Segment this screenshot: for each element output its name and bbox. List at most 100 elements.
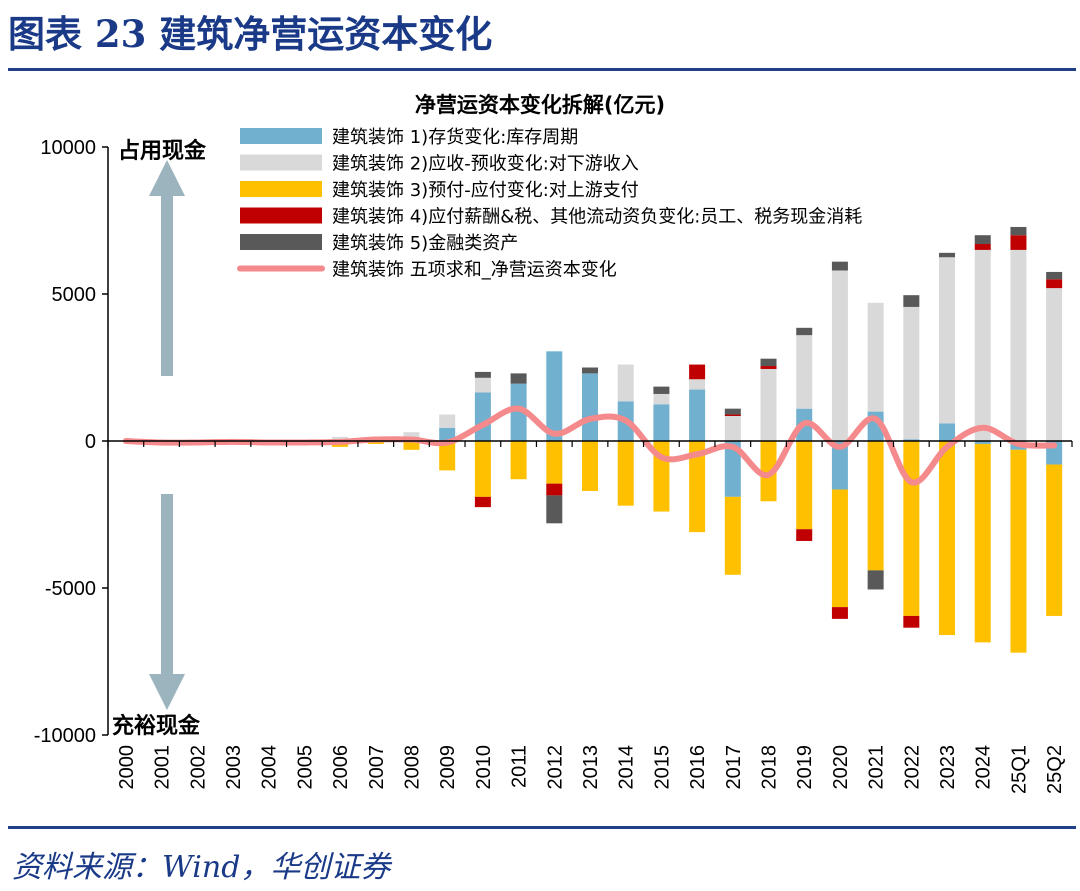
bar-receivable [1046,288,1063,441]
bar-inventory [653,404,670,441]
x-tick-label: 2001 [152,745,174,790]
x-tick-label: 2012 [544,745,566,790]
bar-prepay [546,441,563,484]
bar-salary [1046,279,1063,289]
legend-swatch-inventory [240,128,322,144]
x-tick-label: 2023 [937,745,959,790]
bar-prepay [689,441,706,533]
bar-salary [903,615,920,628]
bar-series [260,226,1063,653]
bar-inventory [474,392,491,441]
x-tick-label: 25Q1 [1008,745,1030,794]
bar-financial [831,261,848,271]
bar-salary [974,244,991,250]
x-tick-label: 2018 [759,745,781,790]
bar-financial [510,373,527,384]
bar-financial [867,570,884,590]
bar-prepay [617,441,634,506]
legend-swatch-financial [240,234,322,250]
bar-salary [724,414,741,417]
x-tick-label: 2000 [116,745,138,790]
bar-receivable [974,249,991,441]
bar-financial [582,367,598,374]
bar-inventory [582,373,598,441]
bar-salary [689,364,706,380]
bar-receivable [474,377,491,393]
bar-receivable [689,379,706,390]
y-tick-label: -10000 [34,725,96,747]
y-tick-label: 10000 [40,137,96,159]
bar-financial [760,358,777,367]
bar-receivable [1010,249,1027,441]
x-tick-label: 2010 [473,745,495,790]
bar-inventory [974,441,991,444]
bar-receivable [653,393,670,405]
bar-receivable [403,432,420,439]
legend-label: 建筑装饰 3)预付-应付变化:对上游支付 [332,180,639,201]
figure-title: 图表 23 建筑净营运资本变化 [8,12,493,56]
bar-receivable [617,364,634,402]
bar-financial [1046,271,1063,280]
bar-financial [974,235,991,245]
bar-receivable [939,257,956,424]
sum-line [122,405,1058,486]
title-divider [8,68,1076,71]
bar-prepay [403,441,420,450]
line-series [122,405,1058,486]
bar-receivable [760,368,777,441]
bar-salary [760,366,777,369]
bar-salary [474,496,491,508]
x-tick-label: 2002 [187,745,209,790]
bar-receivable [867,302,884,412]
footer-divider [8,826,1076,829]
bar-inventory [939,423,956,441]
legend-label: 建筑装饰 2)应收-预收变化:对下游收入 [332,154,639,175]
bar-receivable [439,414,456,428]
bar-inventory [689,389,706,441]
bar-prepay [474,441,491,497]
bar-prepay [796,441,813,530]
bar-receivable [831,270,848,441]
bar-prepay [724,496,741,575]
x-tick-label: 2015 [651,745,673,790]
legend-swatch-salary [240,207,322,224]
bar-inventory [546,351,563,441]
bar-financial [474,371,491,378]
legend-label: 建筑装饰 1)存货变化:库存周期 [332,127,578,148]
bar-salary [796,529,813,541]
bar-prepay [867,441,884,571]
bar-inventory [724,441,741,497]
bar-prepay [1010,449,1027,653]
x-tick-label: 2021 [866,745,888,790]
x-tick-label: 2016 [687,745,709,790]
bar-financial [939,252,956,258]
x-tick-label: 2014 [616,745,638,790]
x-tick-label: 2008 [401,745,423,790]
legend-label: 建筑装饰 五项求和_净营运资本变化 [332,260,617,281]
x-axis: 2000 2001 2002 2003 2004 2005 2006 2007 2008 2009… [107,440,1073,794]
annotation-bottom: 充裕现金 [112,713,201,739]
bar-prepay [760,441,777,502]
x-tick-label: 25Q2 [1044,745,1066,794]
x-tick-label: 2004 [259,745,281,790]
bar-financial [546,495,563,524]
bar-financial [903,295,920,307]
bar-prepay [582,441,598,491]
bar-financial [796,327,813,336]
bar-prepay [974,443,991,643]
x-tick-label: 2019 [794,745,816,790]
bar-prepay [510,441,527,480]
legend-swatch-prepay [240,181,322,197]
x-tick-label: 2009 [437,745,459,790]
x-tick-label: 2007 [366,745,388,790]
bar-receivable [903,306,920,440]
bar-prepay [1046,464,1063,616]
bar-prepay [831,489,848,608]
bar-salary [546,483,563,496]
bar-inventory [831,441,848,490]
x-tick-label: 2011 [509,745,531,788]
chart: 净营运资本变化拆解(亿元) 占用现金 充裕现金 10000 5000 0 -5000 -… [34,93,1073,794]
bar-salary [831,607,848,619]
legend-swatch-receivable [240,154,322,171]
